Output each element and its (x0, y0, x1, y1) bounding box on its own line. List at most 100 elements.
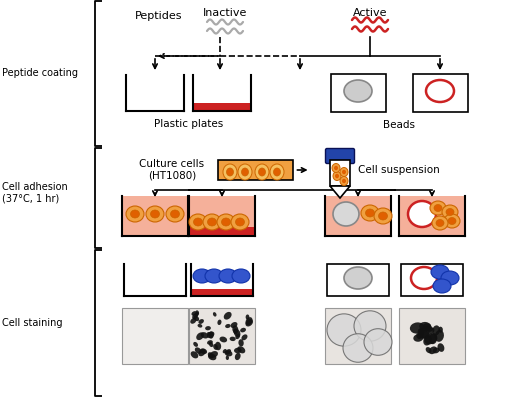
Ellipse shape (423, 335, 432, 345)
Ellipse shape (207, 218, 217, 226)
Ellipse shape (194, 218, 203, 226)
FancyBboxPatch shape (327, 264, 389, 296)
Ellipse shape (217, 214, 235, 230)
Ellipse shape (237, 346, 245, 353)
Ellipse shape (438, 327, 443, 333)
Ellipse shape (413, 334, 423, 342)
Bar (189, 227, 255, 236)
Ellipse shape (436, 220, 444, 226)
Ellipse shape (190, 351, 198, 359)
Ellipse shape (223, 164, 237, 180)
Ellipse shape (196, 332, 204, 340)
Ellipse shape (238, 164, 252, 180)
FancyBboxPatch shape (413, 74, 467, 112)
Ellipse shape (193, 269, 211, 283)
Ellipse shape (342, 170, 346, 174)
Ellipse shape (432, 216, 448, 230)
Ellipse shape (190, 318, 197, 324)
Ellipse shape (166, 206, 184, 222)
Ellipse shape (170, 210, 180, 218)
Bar (325, 196, 391, 236)
Ellipse shape (434, 205, 442, 211)
Bar (189, 308, 255, 364)
FancyBboxPatch shape (401, 264, 463, 296)
Ellipse shape (205, 326, 211, 330)
Ellipse shape (209, 342, 214, 347)
Ellipse shape (207, 340, 213, 345)
Ellipse shape (229, 337, 236, 341)
Ellipse shape (223, 349, 227, 353)
FancyBboxPatch shape (331, 74, 386, 112)
Ellipse shape (442, 205, 458, 219)
Ellipse shape (340, 168, 348, 176)
Ellipse shape (225, 324, 230, 328)
Ellipse shape (208, 332, 214, 339)
Bar (122, 196, 188, 236)
Ellipse shape (194, 316, 199, 321)
Ellipse shape (198, 324, 202, 328)
Ellipse shape (426, 80, 454, 102)
Ellipse shape (259, 168, 266, 176)
Bar (399, 196, 465, 236)
Ellipse shape (131, 210, 139, 218)
Bar (191, 264, 253, 296)
Ellipse shape (226, 168, 233, 176)
Ellipse shape (432, 326, 440, 336)
Ellipse shape (332, 164, 340, 172)
Ellipse shape (428, 328, 434, 334)
Ellipse shape (196, 310, 199, 315)
Ellipse shape (232, 325, 238, 334)
Ellipse shape (209, 351, 218, 358)
Ellipse shape (344, 267, 372, 289)
Ellipse shape (126, 206, 144, 222)
Ellipse shape (378, 212, 388, 220)
Ellipse shape (208, 352, 214, 359)
Ellipse shape (231, 214, 249, 230)
Ellipse shape (340, 176, 348, 185)
Ellipse shape (208, 354, 217, 360)
Ellipse shape (242, 334, 247, 340)
Ellipse shape (343, 334, 373, 362)
Ellipse shape (444, 214, 460, 228)
Bar (124, 264, 186, 296)
Ellipse shape (327, 314, 361, 346)
Ellipse shape (333, 172, 341, 181)
Ellipse shape (430, 201, 446, 215)
Ellipse shape (146, 206, 164, 222)
Ellipse shape (433, 279, 451, 293)
Bar (191, 289, 253, 296)
Text: Active: Active (353, 8, 387, 18)
Ellipse shape (448, 217, 456, 224)
Ellipse shape (354, 311, 386, 341)
Bar (399, 308, 465, 364)
Ellipse shape (423, 323, 431, 329)
Ellipse shape (234, 348, 242, 353)
Bar (330, 160, 350, 186)
Ellipse shape (220, 337, 227, 342)
Ellipse shape (441, 271, 459, 285)
Bar (193, 75, 251, 111)
Ellipse shape (199, 319, 204, 324)
Ellipse shape (236, 218, 245, 226)
Text: Cell suspension: Cell suspension (358, 165, 440, 175)
Ellipse shape (151, 210, 160, 218)
Text: Cell staining: Cell staining (2, 318, 62, 328)
Ellipse shape (425, 347, 432, 353)
Ellipse shape (344, 80, 372, 102)
Ellipse shape (446, 209, 454, 215)
Ellipse shape (419, 322, 432, 331)
Ellipse shape (236, 334, 240, 339)
Ellipse shape (200, 348, 207, 354)
Ellipse shape (431, 265, 449, 279)
Ellipse shape (361, 205, 379, 221)
Ellipse shape (408, 201, 436, 227)
FancyBboxPatch shape (326, 148, 354, 164)
Ellipse shape (435, 330, 444, 342)
Ellipse shape (226, 355, 229, 360)
Ellipse shape (418, 328, 424, 337)
Ellipse shape (215, 342, 221, 350)
Ellipse shape (201, 332, 208, 339)
Ellipse shape (192, 313, 198, 320)
Text: Cell adhesion
(37°C, 1 hr): Cell adhesion (37°C, 1 hr) (2, 182, 68, 204)
Ellipse shape (246, 314, 249, 320)
